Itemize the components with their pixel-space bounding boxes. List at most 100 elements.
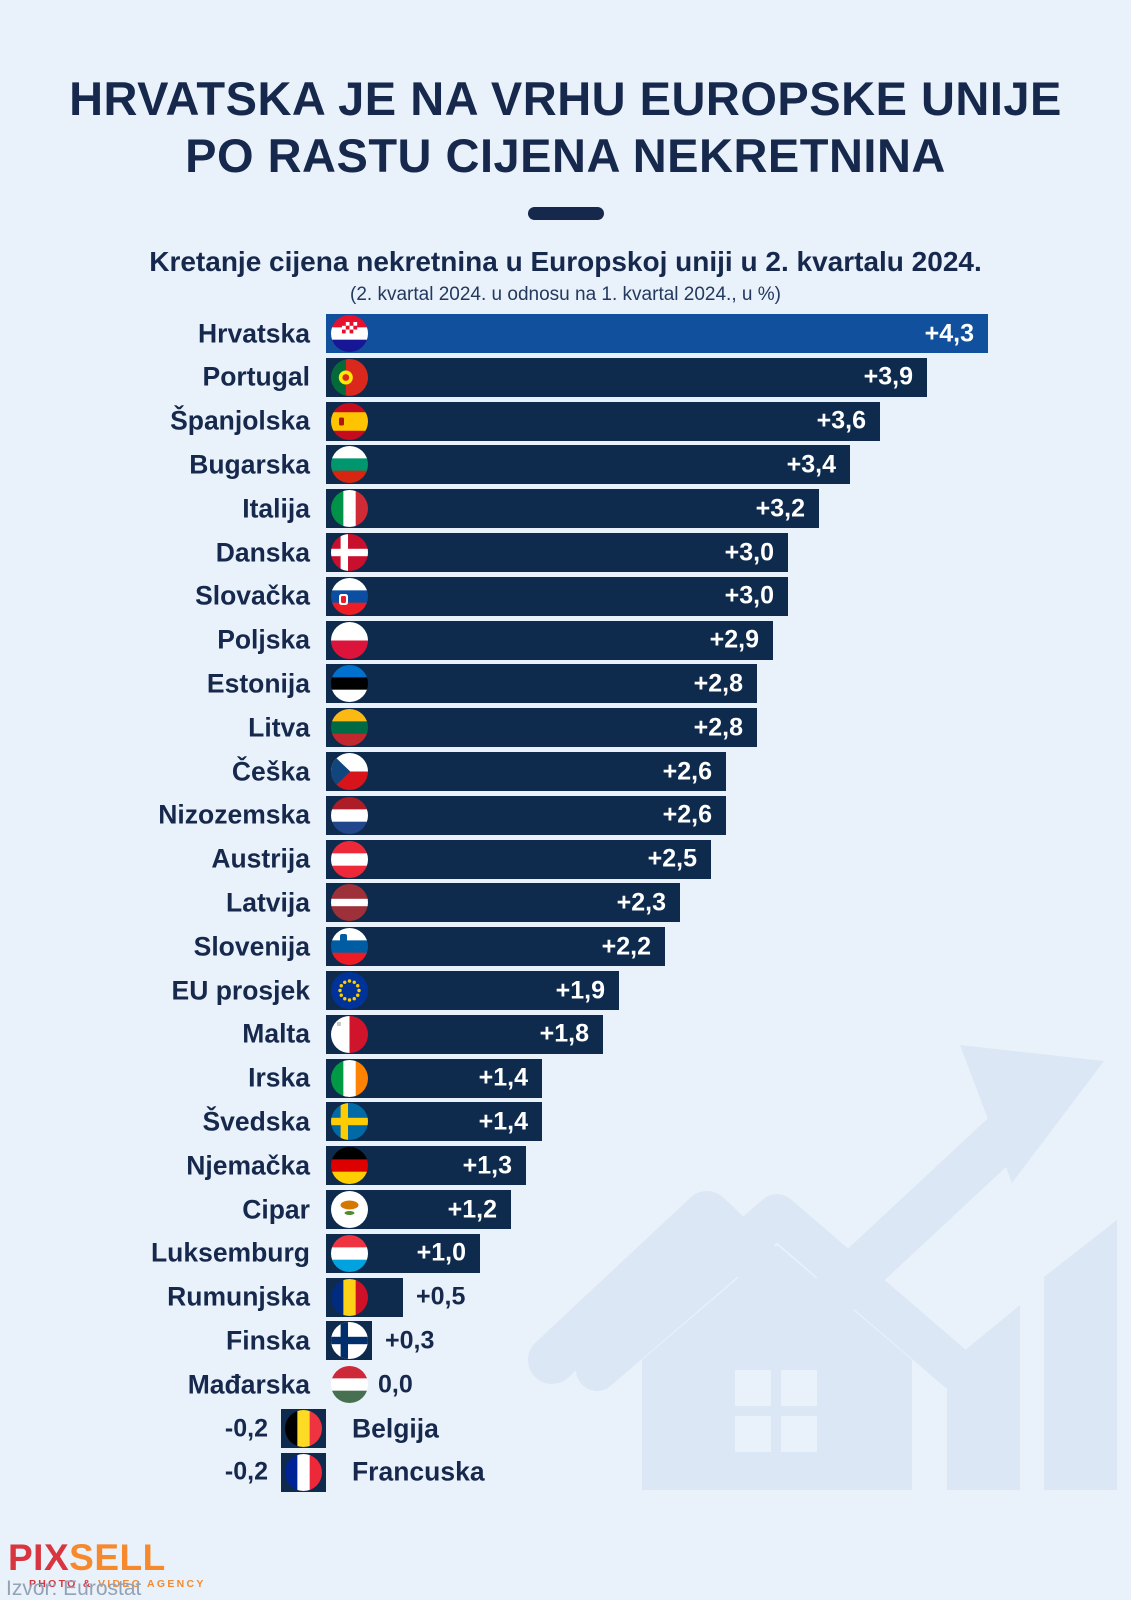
value-label-hrvatska: +4,3 bbox=[924, 319, 974, 347]
country-label-luksemburg: Luksemburg bbox=[150, 1237, 310, 1268]
flag-cipar-icon bbox=[331, 1191, 368, 1228]
chart-row-spanjolska: Španjolska +3,6 bbox=[0, 401, 1131, 441]
bar-slovacka bbox=[326, 576, 788, 616]
bar-estonija bbox=[326, 664, 757, 704]
chart-row-francuska: Francuska -0,2 bbox=[0, 1452, 1131, 1492]
bar-latvija bbox=[326, 883, 680, 923]
value-label-francuska: -0,2 bbox=[224, 1457, 268, 1486]
country-label-estonija: Estonija bbox=[206, 668, 310, 699]
value-label-rumunjska: +0,5 bbox=[416, 1282, 466, 1311]
country-label-nizozemska: Nizozemska bbox=[158, 799, 310, 830]
flag-nizozemska-icon bbox=[331, 796, 368, 834]
pixsell-tagline: PHOTO & VIDEO AGENCY bbox=[29, 1578, 206, 1590]
country-label-finska: Finska bbox=[226, 1325, 310, 1356]
bar-litva bbox=[326, 708, 757, 748]
bar-hrvatska bbox=[326, 314, 988, 353]
value-label-svedska: +1,4 bbox=[478, 1107, 528, 1136]
country-label-danska: Danska bbox=[215, 537, 310, 567]
country-label-francuska: Francuska bbox=[352, 1456, 485, 1487]
flag-belgija-icon bbox=[285, 1410, 322, 1447]
flag-slovenija-icon bbox=[331, 928, 368, 966]
chart-row-italija: Italija +3,2 bbox=[0, 489, 1131, 529]
value-label-spanjolska: +3,6 bbox=[816, 406, 866, 435]
chart-row-madarska: Mađarska 0,0 bbox=[0, 1365, 1131, 1404]
chart-row-luksemburg: Luksemburg +1,0 bbox=[0, 1233, 1131, 1273]
page-title: HRVATSKA JE NA VRHU EUROPSKE UNIJE PO RA… bbox=[0, 70, 1131, 184]
value-label-madarska: 0,0 bbox=[378, 1370, 413, 1399]
bar-italija bbox=[326, 489, 819, 529]
value-label-malta: +1,8 bbox=[539, 1019, 589, 1048]
chart-subtitle: Kretanje cijena nekretnina u Europskoj u… bbox=[149, 246, 982, 277]
value-label-cipar: +1,2 bbox=[447, 1195, 497, 1223]
bar-danska bbox=[326, 533, 788, 572]
flag-malta-icon bbox=[331, 1015, 368, 1053]
flag-hrvatska-icon bbox=[331, 315, 368, 352]
chart-row-finska: Finska +0,3 bbox=[0, 1321, 1131, 1361]
flag-finska-icon bbox=[331, 1322, 368, 1360]
country-label-italija: Italija bbox=[242, 493, 310, 524]
country-label-slovacka: Slovačka bbox=[195, 580, 310, 611]
value-label-latvija: +2,3 bbox=[616, 888, 666, 917]
country-label-eu-prosjek: EU prosjek bbox=[171, 975, 310, 1005]
country-label-austrija: Austrija bbox=[211, 843, 310, 874]
country-label-rumunjska: Rumunjska bbox=[167, 1281, 310, 1312]
country-label-svedska: Švedska bbox=[202, 1106, 310, 1137]
page-title-line2: PO RASTU CIJENA NEKRETNINA bbox=[185, 129, 946, 182]
value-label-finska: +0,3 bbox=[385, 1326, 435, 1355]
value-label-estonija: +2,8 bbox=[693, 669, 743, 698]
value-label-nizozemska: +2,6 bbox=[662, 800, 712, 829]
chart-row-ceska: Češka +2,6 bbox=[0, 752, 1131, 791]
chart-row-austrija: Austrija +2,5 bbox=[0, 839, 1131, 879]
flag-irska-icon bbox=[331, 1059, 368, 1097]
flag-bugarska-icon bbox=[331, 446, 368, 484]
flag-madarska-icon bbox=[331, 1366, 368, 1404]
value-label-irska: +1,4 bbox=[478, 1063, 528, 1092]
country-label-madarska: Mađarska bbox=[187, 1369, 310, 1400]
bar-bugarska bbox=[326, 445, 850, 485]
chart-row-hrvatska: Hrvatska +4,3 bbox=[0, 314, 1131, 353]
flag-danska-icon bbox=[331, 534, 368, 571]
value-label-poljska: +2,9 bbox=[709, 625, 759, 654]
flag-spanjolska-icon bbox=[331, 402, 368, 440]
chart-row-poljska: Poljska +2,9 bbox=[0, 620, 1131, 660]
pixsell-logo-text: PIXSELL bbox=[8, 1537, 166, 1578]
country-label-bugarska: Bugarska bbox=[189, 449, 310, 480]
chart-row-nizozemska: Nizozemska +2,6 bbox=[0, 795, 1131, 835]
country-label-spanjolska: Španjolska bbox=[170, 405, 310, 436]
bar-malta bbox=[326, 1014, 603, 1054]
chart-row-portugal: Portugal +3,9 bbox=[0, 357, 1131, 397]
chart-row-eu-prosjek: EU prosjek +1,9 bbox=[0, 971, 1131, 1010]
chart-row-litva: Litva +2,8 bbox=[0, 708, 1131, 748]
bar-portugal bbox=[326, 357, 927, 397]
flag-rumunjska-icon bbox=[331, 1278, 368, 1316]
bar-slovenija bbox=[326, 927, 665, 967]
chart-row-njemacka: Njemačka +1,3 bbox=[0, 1146, 1131, 1186]
flag-latvija-icon bbox=[331, 884, 368, 922]
flag-eu-prosjek-icon bbox=[331, 972, 368, 1009]
chart-row-cipar: Cipar +1,2 bbox=[0, 1190, 1131, 1229]
bar-spanjolska bbox=[326, 401, 880, 441]
chart-row-estonija: Estonija +2,8 bbox=[0, 664, 1131, 704]
bar-nizozemska bbox=[326, 795, 726, 835]
country-label-slovenija: Slovenija bbox=[193, 931, 310, 962]
value-label-slovenija: +2,2 bbox=[601, 932, 651, 961]
flag-slovacka-icon bbox=[331, 577, 368, 615]
source-label: Izvor: Eurostat bbox=[6, 1577, 142, 1600]
country-label-irska: Irska bbox=[248, 1062, 310, 1093]
page-title-line1: HRVATSKA JE NA VRHU EUROPSKE UNIJE bbox=[69, 72, 1062, 125]
chart-row-irska: Irska +1,4 bbox=[0, 1058, 1131, 1098]
value-label-italija: +3,2 bbox=[755, 494, 805, 523]
flag-italija-icon bbox=[331, 490, 368, 528]
value-label-belgija: -0,2 bbox=[224, 1414, 268, 1442]
flag-litva-icon bbox=[331, 709, 368, 747]
bar-ceska bbox=[326, 752, 726, 791]
value-label-danska: +3,0 bbox=[724, 538, 774, 566]
country-label-hrvatska: Hrvatska bbox=[198, 318, 310, 348]
value-label-ceska: +2,6 bbox=[662, 757, 712, 785]
value-label-eu-prosjek: +1,9 bbox=[555, 976, 605, 1004]
chart-row-bugarska: Bugarska +3,4 bbox=[0, 445, 1131, 485]
chart-note: (2. kvartal 2024. u odnosu na 1. kvartal… bbox=[350, 284, 781, 305]
flag-portugal-icon bbox=[331, 358, 368, 396]
